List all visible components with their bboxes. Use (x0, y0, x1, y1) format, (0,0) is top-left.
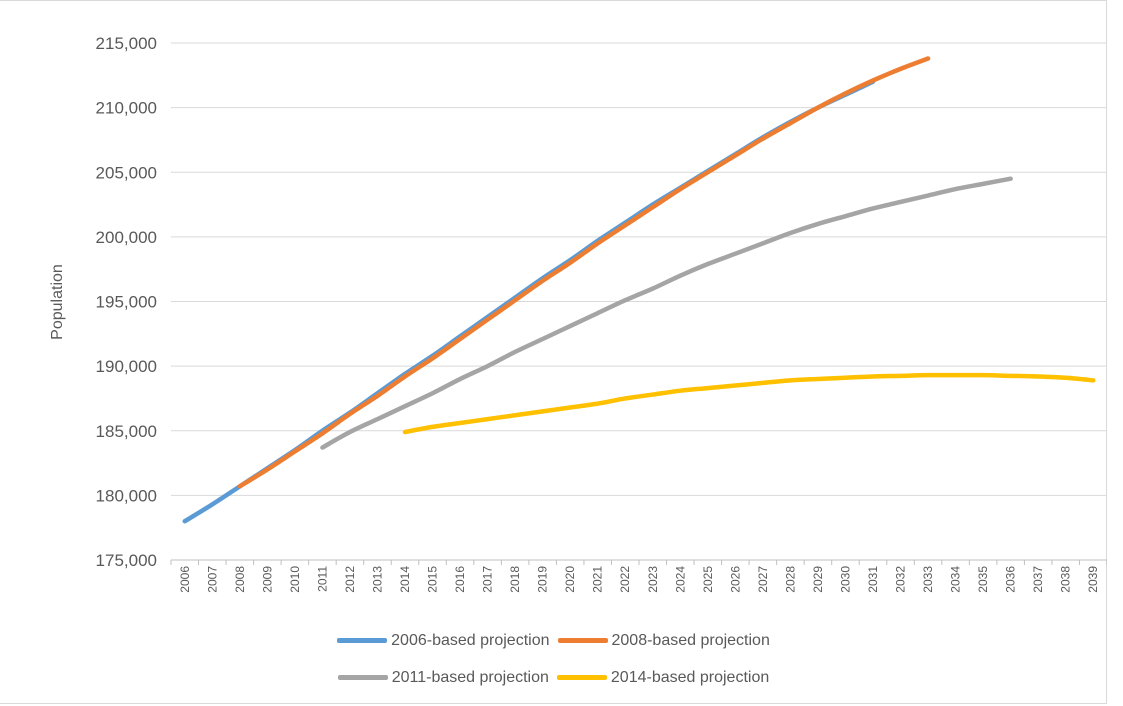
x-tick-label: 2006 (178, 566, 192, 593)
legend-label: 2008-based projection (611, 631, 770, 649)
x-tick-label: 2035 (976, 566, 990, 593)
y-axis-title: Population (49, 264, 66, 340)
x-tick-label: 2016 (453, 566, 467, 593)
x-tick-label: 2032 (894, 566, 908, 593)
x-tick-label: 2033 (921, 566, 935, 593)
x-tick-label: 2014 (398, 566, 412, 593)
x-tick-label: 2021 (591, 566, 605, 593)
x-tick-label: 2008 (233, 566, 247, 593)
legend-label: 2006-based projection (391, 631, 550, 649)
y-tick-label: 185,000 (96, 422, 157, 441)
legend-label: 2011-based projection (391, 668, 549, 686)
x-tick-label: 2022 (618, 566, 632, 593)
x-tick-label: 2009 (260, 566, 274, 593)
series-line (237, 56, 931, 489)
x-tick-label: 2025 (701, 566, 715, 593)
line-chart: 175,000 180,000 185,000 190,000 195,000 200,0… (49, 34, 1107, 593)
legend-item: 2011-based projection (337, 668, 549, 687)
y-tick-label: 180,000 (96, 486, 157, 505)
series-line (320, 176, 1013, 450)
x-tick-label: 2015 (426, 566, 440, 593)
x-tick-label: 2030 (838, 566, 852, 593)
series-line (402, 372, 1096, 435)
legend-swatch (556, 675, 607, 680)
y-tick-label: 190,000 (96, 357, 157, 376)
x-tick-label: 2010 (288, 566, 302, 593)
x-tick-label: 2019 (536, 566, 550, 593)
x-tick-label: 2012 (343, 566, 357, 593)
legend-label: 2014-based projection (610, 668, 770, 686)
x-tick-label: 2031 (866, 566, 880, 593)
series-lines (182, 56, 1096, 524)
y-tick-label: 205,000 (96, 163, 157, 182)
legend-swatch (337, 638, 388, 643)
x-tick-label: 2029 (811, 566, 825, 593)
x-tick-label: 2007 (205, 566, 219, 593)
x-tick-label: 2037 (1031, 566, 1045, 593)
x-tick-label: 2036 (1004, 566, 1018, 593)
gridlines (171, 42, 1107, 496)
y-tick-label: 200,000 (96, 228, 157, 247)
y-tick-label: 195,000 (96, 293, 157, 312)
x-tick-label: 2020 (563, 566, 577, 593)
legend-item: 2014-based projection (556, 668, 770, 687)
x-tick-label: 2034 (949, 566, 963, 593)
legend-row-2: 2011-based projection 2014-based project… (0, 659, 1107, 696)
x-tick-label: 2039 (1086, 566, 1100, 593)
y-tick-label: 210,000 (96, 99, 157, 118)
x-tick-label: 2023 (646, 566, 660, 593)
y-tick-label: 175,000 (96, 551, 157, 570)
x-tick-label: 2011 (315, 566, 329, 592)
y-tick-label: 215,000 (96, 34, 157, 53)
x-tick-label: 2013 (370, 566, 384, 593)
legend-item: 2008-based projection (557, 631, 770, 650)
x-tick-label: 2017 (481, 566, 495, 593)
x-tick-label: 2038 (1059, 566, 1073, 593)
x-tick-label: 2028 (783, 566, 797, 593)
axes: 175,000 180,000 185,000 190,000 195,000 200,0… (96, 34, 1107, 593)
legend-swatch (557, 638, 608, 643)
legend-row-1: 2006-based projection 2008-based project… (0, 622, 1107, 659)
legend-item: 2006-based projection (337, 631, 550, 650)
x-tick-label: 2026 (728, 566, 742, 593)
legend-swatch (337, 675, 388, 680)
x-tick-label: 2027 (756, 566, 770, 593)
x-tick-label: 2018 (508, 566, 522, 593)
x-tick-label: 2024 (673, 566, 687, 593)
legend: 2006-based projection 2008-based project… (0, 622, 1107, 696)
